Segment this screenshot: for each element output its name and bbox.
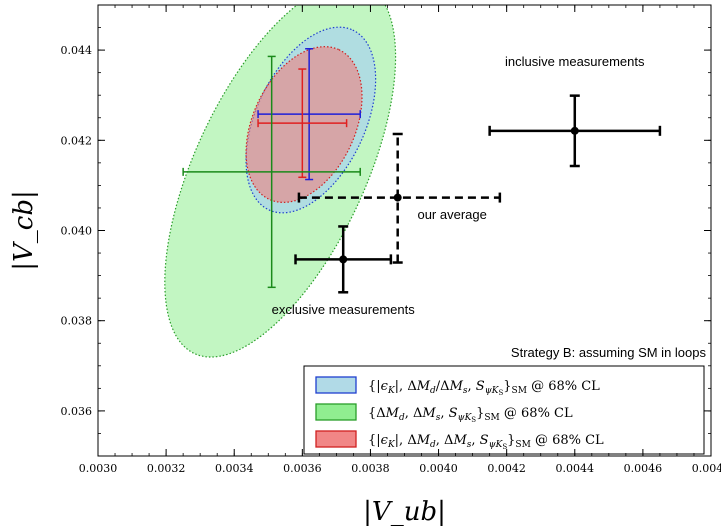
- fit-point-0: [257, 47, 361, 181]
- y-tick-label: 0.038: [61, 315, 93, 328]
- y-tick-label: 0.042: [61, 134, 93, 147]
- legend-label-2: {|ϵK|, ΔMd, ΔMs, SψKS}SM @ 68% CL: [368, 433, 604, 451]
- y-tick-label: 0.044: [61, 44, 93, 57]
- x-tick-label: 0.0032: [147, 462, 186, 475]
- x-tick-label: 0.0042: [487, 462, 526, 475]
- legend: {|ϵK|, ΔMd/ΔMs, SψKS}SM @ 68% CL {ΔMd, ΔM…: [303, 365, 705, 455]
- measurement-label: inclusive measurements: [505, 54, 645, 69]
- measurement-marker: [339, 255, 348, 264]
- x-tick-label: 0.0036: [283, 462, 322, 475]
- measurement-label: our average: [417, 207, 486, 222]
- legend-box: [303, 365, 705, 455]
- measurement-label: exclusive measurements: [272, 302, 416, 317]
- legend-label-0: {|ϵK|, ΔMd/ΔMs, SψKS}SM @ 68% CL: [368, 379, 600, 397]
- x-tick-label: 0.0038: [351, 462, 390, 475]
- x-tick-label: 0.0030: [79, 462, 118, 475]
- region-2: [245, 46, 363, 203]
- x-tick-label: 0.0048: [692, 462, 721, 475]
- measurement-marker: [393, 193, 402, 202]
- legend-title: Strategy B: assuming SM in loops: [511, 345, 707, 360]
- x-tick-label: 0.0034: [215, 462, 254, 475]
- y-tick-label: 0.036: [61, 405, 93, 418]
- x-tick-label: 0.0044: [556, 462, 595, 475]
- annotations: inclusive measurements exclusive measurem…: [272, 54, 707, 360]
- confidence-regions: [164, 5, 397, 358]
- measurement-marker: [570, 126, 579, 135]
- x-tick-label: 0.0040: [419, 462, 458, 475]
- legend-swatch-0: [315, 376, 357, 394]
- x-axis-title: |V_ub|: [363, 497, 446, 527]
- fit-point-2: [182, 55, 361, 289]
- y-axis-title: |V_cb|: [9, 190, 39, 271]
- fit-point-1: [257, 68, 348, 179]
- legend-label-1: {ΔMd, ΔMs, SψKS}SM @ 68% CL: [368, 406, 573, 424]
- legend-swatch-1: [315, 403, 357, 421]
- x-tick-label: 0.0046: [624, 462, 663, 475]
- y-tick-label: 0.040: [61, 225, 93, 238]
- axes: 0.0030 0.0032 0.0034 0.0036 0.0038 0.0040 0.00…: [9, 4, 721, 527]
- fit-error-bars: [182, 47, 361, 289]
- measurement-2: [297, 132, 502, 264]
- legend-swatch-2: [315, 430, 357, 448]
- measurement-0: [488, 94, 662, 168]
- measurement-1: [294, 225, 393, 294]
- measurement-error-bars: [294, 94, 662, 294]
